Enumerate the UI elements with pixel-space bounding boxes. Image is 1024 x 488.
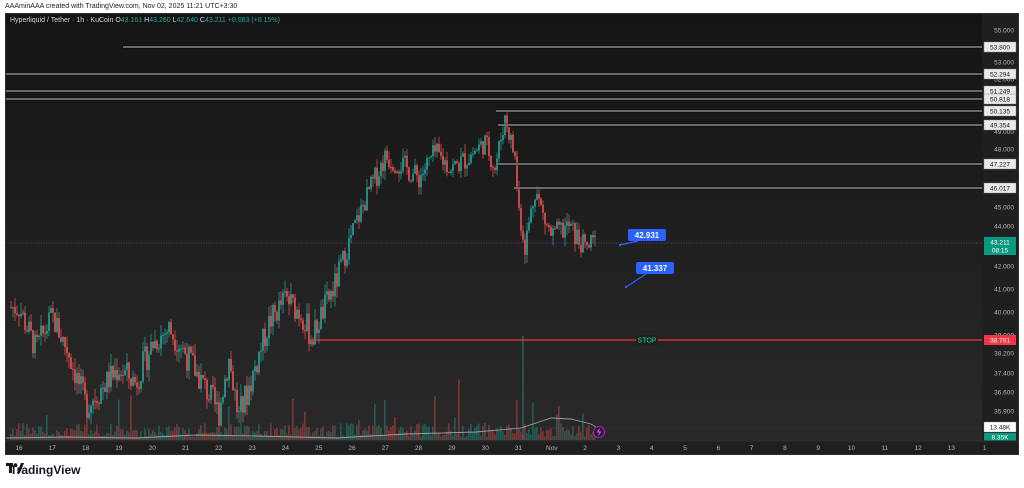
low-label: L bbox=[172, 17, 177, 24]
svg-text:13: 13 bbox=[948, 445, 956, 452]
svg-text:10: 10 bbox=[848, 445, 856, 452]
svg-text:42.931: 42.931 bbox=[635, 231, 660, 240]
chart-panel[interactable]: Hyperliquid / Tether · 1h · KuCoin O43.1… bbox=[5, 13, 1019, 455]
svg-text:37.400: 37.400 bbox=[994, 371, 1014, 378]
open-label: O bbox=[115, 17, 121, 24]
open-value: 43.161 bbox=[120, 17, 143, 24]
svg-text:40.000: 40.000 bbox=[994, 310, 1014, 317]
tradingview-logo: TradingView bbox=[6, 463, 80, 477]
svg-text:11: 11 bbox=[881, 445, 888, 452]
close-value: 43.211 bbox=[204, 17, 226, 24]
svg-text:2: 2 bbox=[583, 445, 587, 452]
svg-text:51.249: 51.249 bbox=[990, 89, 1010, 96]
level-price-label: 49.354 bbox=[983, 119, 1017, 131]
svg-text:50.818: 50.818 bbox=[990, 97, 1010, 104]
svg-text:55.000: 55.000 bbox=[994, 28, 1014, 35]
svg-text:31: 31 bbox=[515, 445, 523, 452]
level-price-label: 50.818 bbox=[983, 93, 1017, 105]
symbol-name[interactable]: Hyperliquid / Tether · 1h · KuCoin bbox=[10, 17, 114, 24]
stop-line[interactable]: STOP bbox=[308, 335, 982, 345]
svg-text:25: 25 bbox=[315, 445, 323, 452]
close-label: C bbox=[199, 17, 205, 24]
svg-text:Nov: Nov bbox=[546, 445, 558, 452]
svg-text:49.000: 49.000 bbox=[994, 129, 1014, 136]
price-callout[interactable]: 42.931 bbox=[618, 229, 666, 247]
stop-price-label: 38.791 bbox=[984, 335, 1016, 345]
price-axis bbox=[982, 14, 1018, 442]
svg-text:38.200: 38.200 bbox=[994, 351, 1014, 358]
svg-text:8: 8 bbox=[783, 445, 787, 452]
svg-text:22: 22 bbox=[215, 445, 223, 452]
svg-text:16: 16 bbox=[15, 445, 23, 452]
svg-text:13.48K: 13.48K bbox=[990, 425, 1011, 432]
svg-text:50.135: 50.135 bbox=[990, 109, 1010, 116]
svg-text:43.211: 43.211 bbox=[990, 240, 1010, 247]
change-value: +0.063 (+0.15%) bbox=[227, 17, 280, 24]
svg-text:23: 23 bbox=[248, 445, 256, 452]
svg-text:41.000: 41.000 bbox=[994, 287, 1014, 294]
time-axis bbox=[6, 441, 1018, 454]
stop-label: STOP bbox=[638, 338, 657, 345]
svg-text:24: 24 bbox=[282, 445, 290, 452]
tradingview-logo-text: TradingView bbox=[10, 463, 81, 477]
high-label: H bbox=[144, 17, 150, 24]
svg-text:36.600: 36.600 bbox=[994, 390, 1014, 397]
svg-text:17: 17 bbox=[49, 445, 57, 452]
svg-text:52.000: 52.000 bbox=[994, 76, 1014, 83]
svg-text:4: 4 bbox=[650, 445, 654, 452]
svg-text:38.791: 38.791 bbox=[990, 338, 1010, 345]
low-value: 42.640 bbox=[176, 17, 198, 24]
svg-text:53.000: 53.000 bbox=[994, 60, 1014, 67]
svg-text:1: 1 bbox=[983, 445, 987, 452]
candles bbox=[10, 110, 596, 438]
level-price-label: 46.017 bbox=[983, 182, 1017, 194]
svg-text:26: 26 bbox=[348, 445, 356, 452]
chart-credit: AAAminAAA created with TradingView.com, … bbox=[5, 3, 238, 10]
volume-bars bbox=[10, 379, 596, 440]
level-price-label: 50.135 bbox=[983, 105, 1017, 117]
svg-text:5: 5 bbox=[683, 445, 687, 452]
svg-text:7: 7 bbox=[750, 445, 754, 452]
svg-text:45.000: 45.000 bbox=[994, 205, 1014, 212]
price-plot[interactable]: STOP42.93141.33755.00053.00052.00051.000… bbox=[6, 14, 1018, 454]
svg-text:49.354: 49.354 bbox=[990, 123, 1010, 130]
svg-text:12: 12 bbox=[914, 445, 922, 452]
volume-labels: 13.48K 8.35K bbox=[983, 421, 1017, 442]
price-axis-ticks: 55.00053.00052.00051.00049.00048.00045.0… bbox=[994, 28, 1014, 416]
level-price-label: 53.800 bbox=[983, 41, 1017, 53]
svg-text:20: 20 bbox=[149, 445, 157, 452]
time-axis-ticks: 16 17 18 19 20 21 22 23 24 25 26 27 28 29 30 31 Nov 2 3 4 5 6… bbox=[15, 445, 987, 452]
svg-text:19: 19 bbox=[115, 445, 123, 452]
svg-text:53.800: 53.800 bbox=[990, 45, 1010, 52]
level-price-label: 47.227 bbox=[983, 158, 1017, 170]
svg-text:3: 3 bbox=[617, 445, 621, 452]
svg-text:42.000: 42.000 bbox=[994, 264, 1014, 271]
svg-text:35.900: 35.900 bbox=[994, 409, 1014, 416]
high-value: 43.260 bbox=[149, 17, 171, 24]
svg-text:52.294: 52.294 bbox=[990, 72, 1010, 79]
svg-text:08:15: 08:15 bbox=[992, 248, 1009, 255]
svg-text:29: 29 bbox=[448, 445, 456, 452]
svg-text:18: 18 bbox=[82, 445, 90, 452]
flash-event-icon[interactable] bbox=[592, 425, 606, 439]
svg-text:47.227: 47.227 bbox=[990, 162, 1010, 169]
svg-text:6: 6 bbox=[716, 445, 720, 452]
price-callout[interactable]: 41.337 bbox=[624, 262, 674, 289]
svg-text:46.017: 46.017 bbox=[990, 186, 1010, 193]
svg-text:41.337: 41.337 bbox=[643, 264, 668, 273]
svg-text:44.000: 44.000 bbox=[994, 224, 1014, 231]
svg-text:21: 21 bbox=[182, 445, 190, 452]
svg-text:8.35K: 8.35K bbox=[992, 435, 1010, 442]
level-price-label: 52.294 bbox=[983, 68, 1017, 80]
svg-text:48.000: 48.000 bbox=[994, 147, 1014, 154]
symbol-legend: Hyperliquid / Tether · 1h · KuCoin O43.1… bbox=[10, 17, 280, 24]
svg-text:27: 27 bbox=[382, 445, 390, 452]
svg-text:30: 30 bbox=[482, 445, 490, 452]
svg-text:28: 28 bbox=[415, 445, 423, 452]
svg-text:9: 9 bbox=[816, 445, 820, 452]
